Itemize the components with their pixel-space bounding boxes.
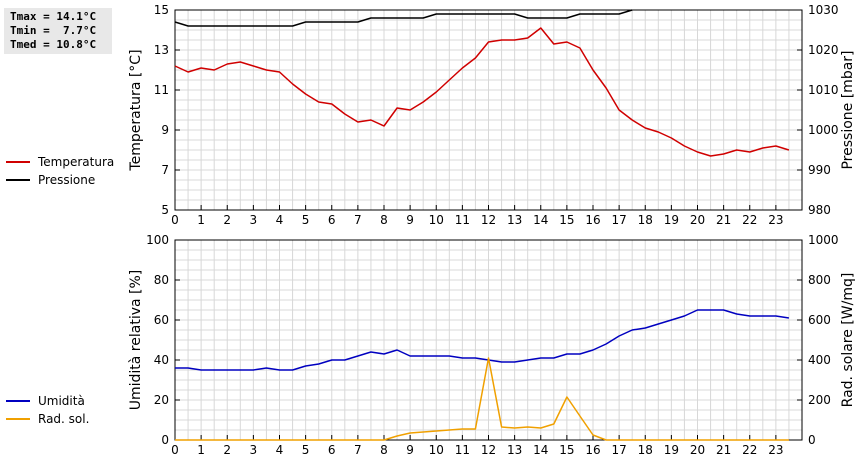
top-ytick-right-label-980: 980 (808, 203, 831, 217)
bottom-ytick-right-label-1000: 1000 (808, 233, 839, 247)
top-xtick-label-22: 22 (742, 213, 757, 227)
bottom-ytick-left-label-40: 40 (154, 353, 169, 367)
bottom-xtick-label-11: 11 (455, 443, 470, 457)
bottom-xtick-label-21: 21 (716, 443, 731, 457)
legend-label-pressione: Pressione (38, 173, 96, 187)
top-xtick-label-19: 19 (664, 213, 679, 227)
top-ytick-left-label-7: 7 (161, 163, 169, 177)
top-xtick-label-18: 18 (638, 213, 653, 227)
legend-item-rad-sol: Rad. sol. (6, 410, 89, 428)
top-xtick-label-12: 12 (481, 213, 496, 227)
bottom-xtick-label-14: 14 (533, 443, 548, 457)
top-ytick-left-label-9: 9 (161, 123, 169, 137)
bottom-xtick-label-5: 5 (302, 443, 310, 457)
legend-item-pressione: Pressione (6, 171, 114, 189)
bottom-ytick-left-label-20: 20 (154, 393, 169, 407)
top-series-0-line (174, 27, 790, 157)
bottom-xtick-label-1: 1 (197, 443, 205, 457)
bottom-ylabel-left: Umidità relativa [%] (128, 270, 144, 411)
bottom-xtick-label-22: 22 (742, 443, 757, 457)
top-xtick-label-10: 10 (429, 213, 444, 227)
top-xtick-label-2: 2 (223, 213, 231, 227)
legend-swatch-temperatura (6, 161, 30, 163)
top-ytick-right-label-990: 990 (808, 163, 831, 177)
top-xtick-label-23: 23 (768, 213, 783, 227)
top-xtick-label-3: 3 (250, 213, 258, 227)
top-xtick-label-17: 17 (611, 213, 626, 227)
bottom-ytick-right-label-600: 600 (808, 313, 831, 327)
bottom-xtick-label-3: 3 (250, 443, 258, 457)
bottom-ytick-right-label-0: 0 (808, 433, 816, 447)
top-xtick-label-6: 6 (328, 213, 336, 227)
bottom-xtick-label-7: 7 (354, 443, 362, 457)
top-ytick-right-label-1010: 1010 (808, 83, 839, 97)
top-legend: Temperatura Pressione (6, 153, 114, 189)
top-ylabel-left: Temperatura [°C] (128, 49, 144, 171)
bottom-xtick-label-19: 19 (664, 443, 679, 457)
top-xtick-label-21: 21 (716, 213, 731, 227)
top-xtick-label-13: 13 (507, 213, 522, 227)
bottom-xtick-label-13: 13 (507, 443, 522, 457)
bottom-ylabel-right: Rad. solare [W/mq] (840, 273, 856, 408)
bottom-xtick-label-17: 17 (611, 443, 626, 457)
bottom-legend-items: Umidità Rad. sol. (6, 392, 89, 428)
bottom-ytick-left-label-60: 60 (154, 313, 169, 327)
bottom-ytick-left-label-80: 80 (154, 273, 169, 287)
bottom-xtick-label-9: 9 (406, 443, 414, 457)
top-xtick-label-14: 14 (533, 213, 548, 227)
top-series-1-line (174, 9, 633, 27)
legend-item-umidita: Umidità (6, 392, 89, 410)
tmax-stat: Tmax = 14.1°C (10, 10, 97, 23)
top-xtick-label-1: 1 (197, 213, 205, 227)
top-xtick-label-11: 11 (455, 213, 470, 227)
legend-swatch-pressione (6, 179, 30, 181)
stats-box: Tmax = 14.1°C Tmin = 7.7°C Tmed = 10.8°C (4, 8, 112, 54)
bottom-ytick-left-label-100: 100 (146, 233, 169, 247)
top-ytick-left-label-15: 15 (154, 3, 169, 17)
bottom-xtick-label-16: 16 (585, 443, 600, 457)
bottom-xtick-label-6: 6 (328, 443, 336, 457)
top-ylabel-right: Pressione [mbar] (840, 50, 856, 169)
legend-swatch-umidita (6, 400, 30, 402)
bottom-xtick-label-10: 10 (429, 443, 444, 457)
legend-label-rad-sol: Rad. sol. (38, 412, 90, 426)
bottom-series-1-line (175, 357, 789, 441)
top-xtick-label-16: 16 (585, 213, 600, 227)
bottom-ytick-right-label-800: 800 (808, 273, 831, 287)
top-ytick-right-label-1020: 1020 (808, 43, 839, 57)
tmed-stat: Tmed = 10.8°C (10, 38, 97, 51)
bottom-xtick-label-4: 4 (276, 443, 284, 457)
bottom-xtick-label-15: 15 (559, 443, 574, 457)
legend-label-temperatura: Temperatura (38, 155, 115, 169)
bottom-xtick-label-0: 0 (171, 443, 179, 457)
top-xtick-label-15: 15 (559, 213, 574, 227)
tmin-stat: Tmin = 7.7°C (10, 24, 97, 37)
top-xtick-label-9: 9 (406, 213, 414, 227)
bottom-ytick-right-label-200: 200 (808, 393, 831, 407)
bottom-xtick-label-8: 8 (380, 443, 388, 457)
legend-label-umidita: Umidità (38, 394, 85, 408)
top-ytick-left-label-5: 5 (161, 203, 169, 217)
bottom-ytick-left-label-0: 0 (161, 433, 169, 447)
top-xtick-label-20: 20 (690, 213, 705, 227)
bottom-series-0-line (175, 309, 790, 371)
top-ytick-left-label-11: 11 (154, 83, 169, 97)
top-xtick-label-0: 0 (171, 213, 179, 227)
bottom-xtick-label-2: 2 (223, 443, 231, 457)
bottom-xtick-label-20: 20 (690, 443, 705, 457)
top-ytick-left-label-13: 13 (154, 43, 169, 57)
top-xtick-label-7: 7 (354, 213, 362, 227)
bottom-ytick-right-label-400: 400 (808, 353, 831, 367)
top-xtick-label-8: 8 (380, 213, 388, 227)
top-xtick-label-4: 4 (276, 213, 284, 227)
top-ytick-right-label-1030: 1030 (808, 3, 839, 17)
bottom-xtick-label-12: 12 (481, 443, 496, 457)
legend-item-temperatura: Temperatura (6, 153, 114, 171)
legend-swatch-rad-sol (6, 418, 30, 420)
top-ytick-right-label-1000: 1000 (808, 123, 839, 137)
top-xtick-label-5: 5 (302, 213, 310, 227)
bottom-xtick-label-18: 18 (638, 443, 653, 457)
bottom-xtick-label-23: 23 (768, 443, 783, 457)
